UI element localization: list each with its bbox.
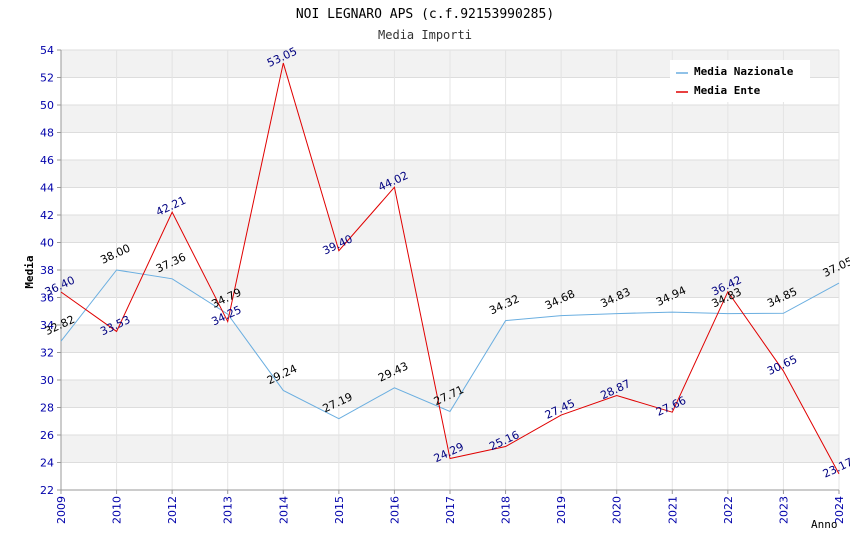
series-line-nazionale — [60, 269, 840, 420]
y-tick-label: 50 — [40, 99, 54, 112]
chart-subtitle: Media Importi — [378, 28, 472, 42]
y-tick-label: 36 — [40, 292, 54, 305]
x-tick-label: 2020 — [611, 496, 624, 524]
x-tick-label: 2023 — [777, 496, 790, 524]
y-tick-label: 48 — [40, 127, 54, 140]
y-tick-label: 26 — [40, 429, 54, 442]
legend: Media Nazionale Media Ente — [670, 60, 810, 102]
chart-title: NOI LEGNARO APS (c.f.92153990285) — [296, 7, 554, 22]
x-tick-label: 2016 — [388, 496, 401, 524]
y-axis-label: Media — [23, 255, 36, 288]
y-tick-label: 22 — [40, 484, 54, 497]
legend-label-ente: Media Ente — [694, 84, 761, 97]
x-axis-label: Anno — [811, 518, 838, 531]
x-tick-label: 2010 — [111, 496, 124, 524]
x-tick-label: 2014 — [277, 496, 290, 524]
x-tick-label: 2013 — [222, 496, 235, 524]
y-tick-label: 54 — [40, 44, 54, 57]
series-line-ente — [60, 62, 840, 475]
x-tick-label: 2024 — [833, 496, 846, 524]
y-tick-label: 44 — [40, 182, 54, 195]
x-tick-label: 2009 — [55, 496, 68, 524]
y-tick-label: 24 — [40, 457, 54, 470]
y-tick-label: 52 — [40, 72, 54, 85]
legend-label-nazionale: Media Nazionale — [694, 65, 794, 78]
x-tick-label: 2015 — [333, 496, 346, 524]
x-tick-label: 2021 — [666, 496, 679, 524]
x-tick-label: 2017 — [444, 496, 457, 524]
y-tick-label: 40 — [40, 237, 54, 250]
y-tick-label: 34 — [40, 319, 54, 332]
x-tick-label: 2012 — [166, 496, 179, 524]
y-tick-label: 38 — [40, 264, 54, 277]
x-tick-label: 2019 — [555, 496, 568, 524]
y-tick-label: 46 — [40, 154, 54, 167]
y-tick-label: 32 — [40, 347, 54, 360]
x-tick-label: 2018 — [500, 496, 513, 524]
y-tick-label: 42 — [40, 209, 54, 222]
y-tick-label: 30 — [40, 374, 54, 387]
x-tick-label: 2022 — [722, 496, 735, 524]
y-tick-label: 28 — [40, 402, 54, 415]
